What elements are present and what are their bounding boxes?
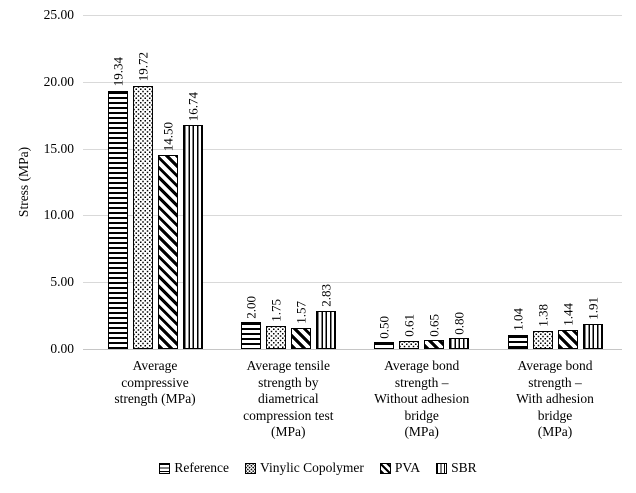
bar-value-label: 1.44 — [560, 303, 575, 326]
bar-pva-group3: 0.65 — [424, 314, 445, 349]
bar-sbr-group2: 2.83 — [315, 284, 336, 349]
bar-value-label: 1.04 — [510, 308, 525, 332]
bar-value-label: 19.72 — [135, 52, 150, 82]
bar-vinylic-copolymer-group3: 0.61 — [399, 314, 420, 349]
y-tick-label: 20.00 — [43, 73, 74, 89]
bar-vinylic-copolymer-group1: 19.72 — [132, 52, 153, 349]
bar-value-label: 2.83 — [318, 284, 334, 308]
legend-label: SBR — [451, 460, 477, 475]
bar-vinylic-copolymer-group2: 1.75 — [265, 299, 286, 349]
bar-value-label: 2.00 — [243, 295, 259, 319]
bar-value-label: 0.80 — [451, 311, 467, 335]
gridline — [83, 148, 622, 150]
y-tick-label: 15.00 — [43, 140, 74, 156]
x-axis-line — [83, 349, 622, 350]
bar-value-label: 0.50 — [376, 315, 392, 339]
legend-label: PVA — [394, 460, 421, 475]
bar-pva-group2: 1.57 — [290, 301, 311, 349]
bar-pva-group1: 14.50 — [157, 122, 178, 349]
bar-sbr-group4: 1.91 — [582, 297, 603, 349]
category-label: Average bond strength – Without adhesion… — [374, 358, 470, 439]
bar-value-label: 1.57 — [293, 301, 309, 324]
gridline — [83, 282, 622, 284]
bar-reference-group2: 2.00 — [240, 296, 261, 349]
y-tick-label: 10.00 — [43, 207, 74, 223]
legend-swatch-vertical-lines-icon — [436, 462, 448, 474]
bar-reference-group4: 1.04 — [507, 308, 528, 349]
bar-pva-group4: 1.44 — [557, 303, 578, 349]
bar-value-label: 1.91 — [585, 296, 600, 320]
bar-vinylic-copolymer-group4: 1.38 — [532, 304, 553, 349]
category-label: Average compressive strength (MPa) — [114, 358, 196, 406]
bar-reference-group1: 19.34 — [107, 57, 128, 349]
legend-item-sbr: SBR — [436, 460, 477, 476]
legend-label: Vinylic Copolymer — [260, 460, 364, 475]
legend-label: Reference — [174, 460, 230, 475]
y-tick-label: 25.00 — [43, 7, 74, 22]
gridline — [83, 81, 622, 83]
bar-sbr-group3: 0.80 — [449, 312, 470, 349]
bar-value-label: 19.34 — [110, 57, 125, 87]
gridline — [83, 215, 622, 217]
legend-swatch-diagonal-lines-icon — [379, 462, 391, 474]
bar-value-label: 0.65 — [426, 313, 442, 337]
legend-swatch-dots-icon — [245, 462, 257, 474]
legend-item-vinylic-copolymer: Vinylic Copolymer — [245, 460, 364, 476]
category-label: Average bond strength – With adhesion br… — [516, 358, 594, 439]
bar-value-label: 16.74 — [185, 92, 200, 122]
gridline — [83, 15, 622, 16]
bar-sbr-group1: 16.74 — [182, 92, 203, 349]
bar-value-label: 0.61 — [401, 314, 417, 337]
bar-value-label: 1.38 — [535, 303, 550, 327]
legend-item-reference: Reference — [159, 460, 229, 476]
bar-reference-group3: 0.50 — [374, 316, 395, 349]
legend-swatch-horizontal-lines-icon — [159, 462, 171, 474]
y-tick-label: 5.00 — [50, 274, 74, 290]
bar-value-label: 1.75 — [268, 298, 284, 322]
legend-item-pva: PVA — [379, 460, 421, 476]
legend: Reference Vinylic Copolymer PVA SBR — [0, 458, 636, 478]
bar-value-label: 14.50 — [160, 122, 175, 152]
y-tick-label: 0.00 — [50, 341, 74, 356]
category-label: Average tensile strength by diametrical … — [243, 358, 334, 439]
